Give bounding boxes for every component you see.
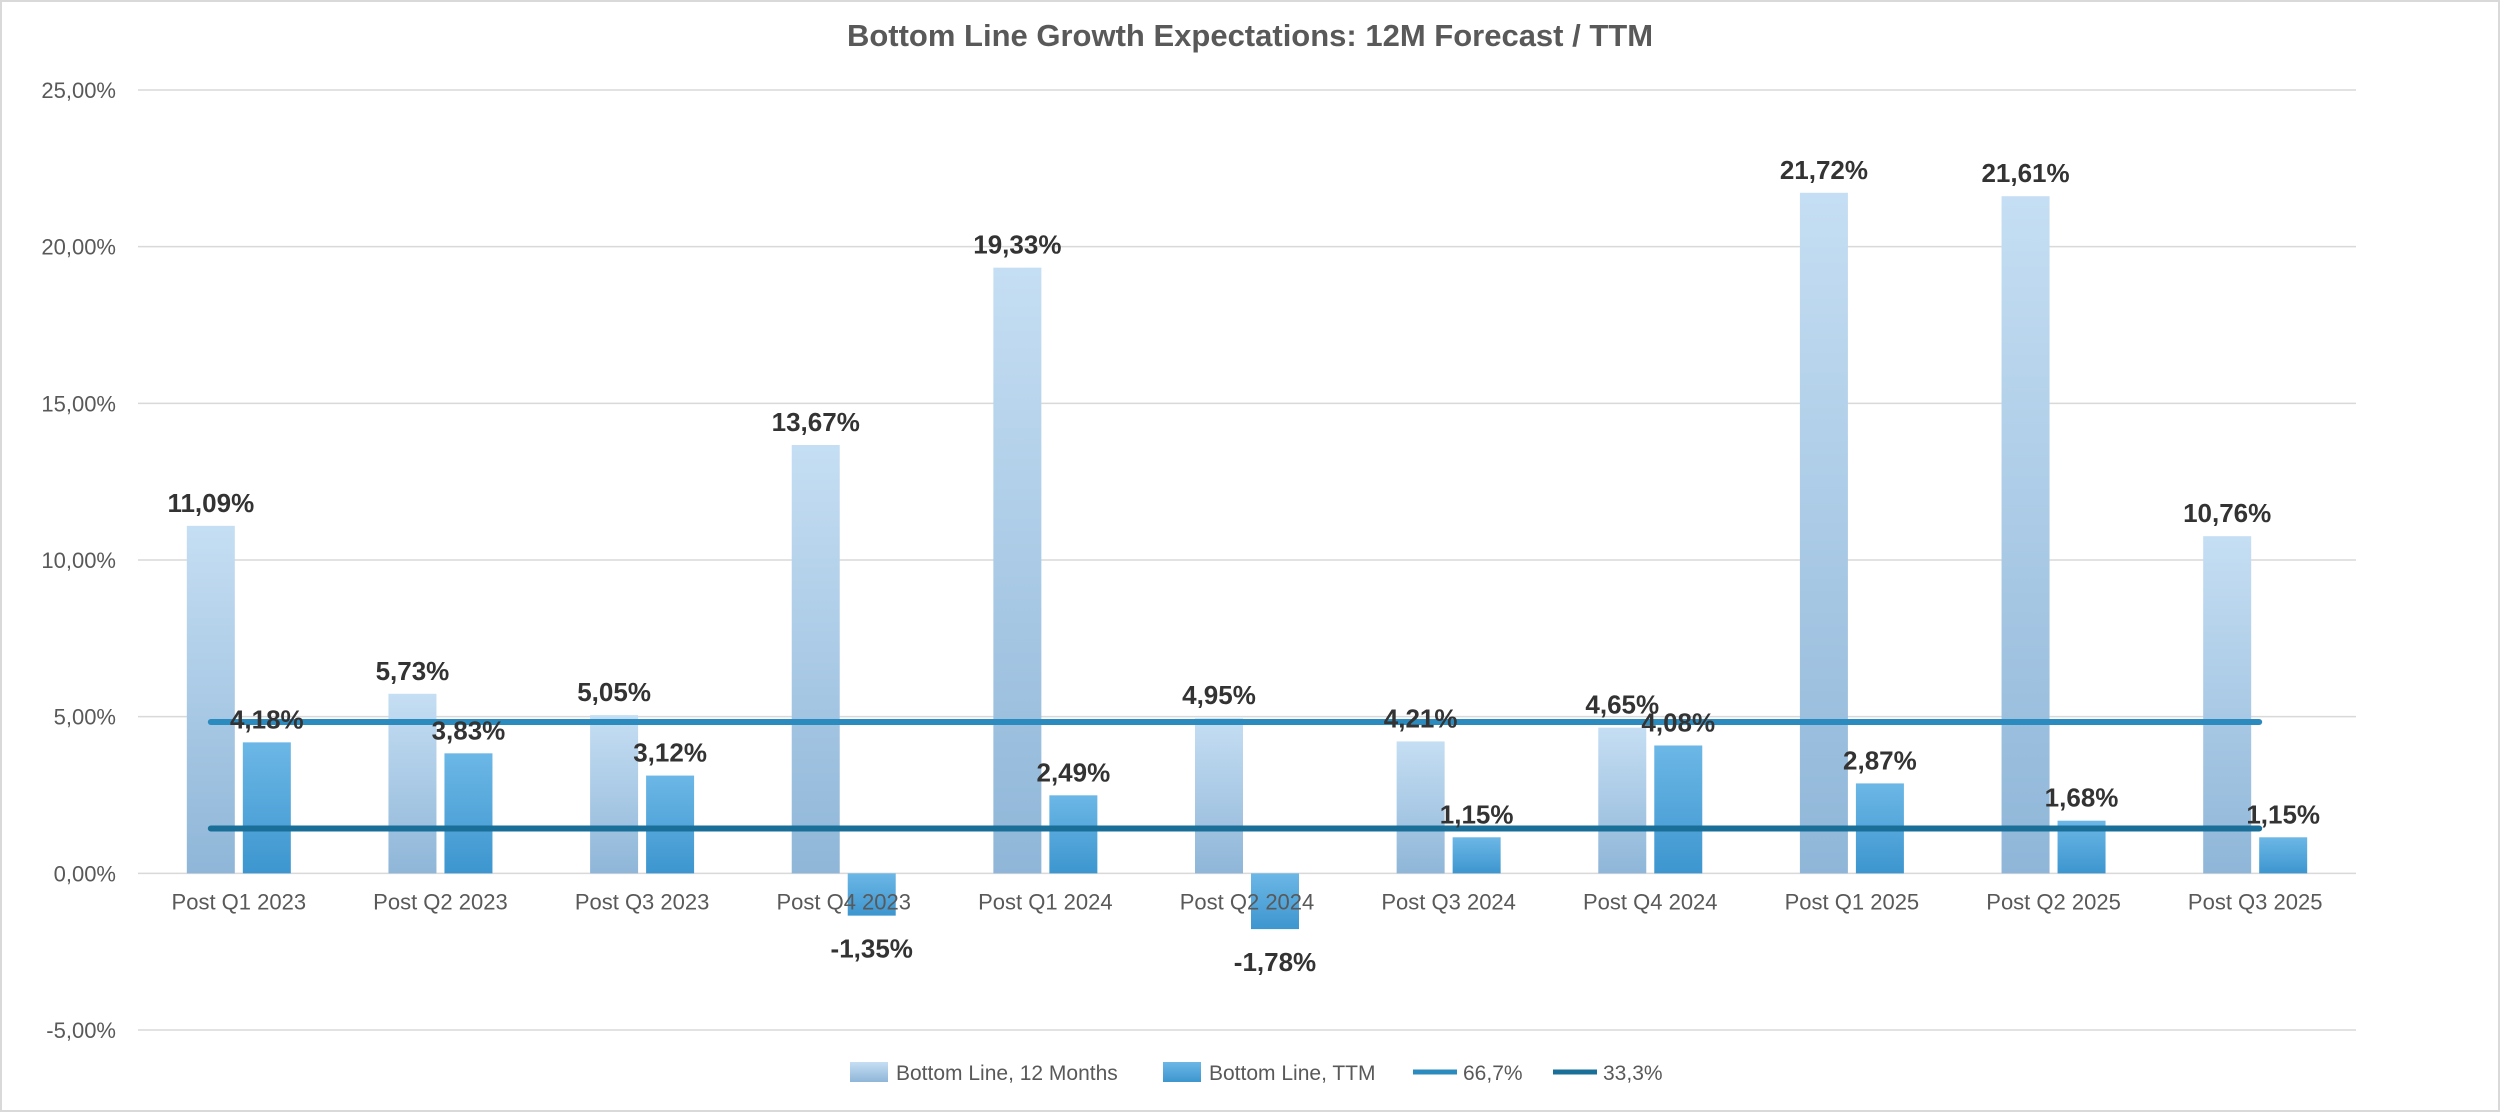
bar-12m bbox=[1396, 741, 1445, 874]
y-tick-label: 0,00% bbox=[54, 861, 116, 886]
data-label: -1,35% bbox=[831, 934, 913, 964]
data-label: 4,08% bbox=[1641, 707, 1715, 737]
bar-ttm bbox=[1452, 837, 1501, 874]
category-label: Post Q1 2023 bbox=[172, 889, 307, 914]
bar-12m bbox=[1195, 718, 1243, 874]
legend-swatch bbox=[1163, 1062, 1201, 1082]
reference-lines bbox=[207, 718, 2263, 832]
category-label: Post Q3 2025 bbox=[2188, 889, 2323, 914]
bar-ttm bbox=[2259, 837, 2308, 874]
data-label: 21,72% bbox=[1780, 155, 1868, 185]
data-label: 19,33% bbox=[973, 230, 1061, 260]
y-tick-label: -5,00% bbox=[46, 1018, 116, 1043]
bar-ttm bbox=[444, 753, 493, 874]
y-tick-label: 10,00% bbox=[41, 548, 116, 573]
data-label: 1,15% bbox=[2246, 799, 2320, 829]
data-label: 21,61% bbox=[1981, 158, 2069, 188]
data-label: 5,05% bbox=[577, 677, 651, 707]
bar-12m bbox=[186, 525, 235, 874]
bar-ttm bbox=[1251, 873, 1299, 930]
bar-ttm bbox=[847, 873, 896, 916]
gridlines: -5,00% 0,00% 5,00% 10,00% 15,00% 20,00% 25,00% bbox=[41, 78, 2356, 1043]
bar-12m bbox=[1799, 192, 1848, 874]
data-label: 4,65% bbox=[1585, 690, 1659, 720]
category-label: Post Q2 2023 bbox=[373, 889, 508, 914]
data-label: 13,67% bbox=[772, 407, 860, 437]
legend: Bottom Line, 12 Months Bottom Line, TTM 66… bbox=[850, 1062, 1663, 1085]
data-labels: 11,09% 4,18% Post Q1 2023 5,73% 3,83% Post Q2… bbox=[167, 155, 2322, 977]
chart-title: Bottom Line Growth Expectations: 12M For… bbox=[847, 18, 1653, 53]
data-label: 10,76% bbox=[2183, 498, 2271, 528]
data-label: 1,15% bbox=[1440, 799, 1514, 829]
legend-swatch bbox=[850, 1062, 888, 1082]
category-label: Post Q2 2025 bbox=[1986, 889, 2121, 914]
legend-label: Bottom Line, TTM bbox=[1209, 1062, 1376, 1085]
bar-12m bbox=[590, 715, 639, 874]
bar-12m bbox=[993, 267, 1042, 874]
category-label: Post Q2 2024 bbox=[1180, 889, 1315, 914]
bar-12m bbox=[2001, 196, 2050, 874]
legend-label: 66,7% bbox=[1463, 1062, 1523, 1085]
bar-ttm bbox=[646, 775, 695, 874]
y-tick-label: 5,00% bbox=[54, 705, 116, 730]
bar-12m bbox=[791, 445, 840, 874]
data-label: 11,09% bbox=[167, 488, 254, 518]
category-label: Post Q1 2024 bbox=[978, 889, 1113, 914]
legend-label: 33,3% bbox=[1603, 1062, 1663, 1085]
data-label: -1,78% bbox=[1234, 947, 1316, 977]
bar-ttm bbox=[1049, 795, 1098, 874]
category-label: Post Q1 2025 bbox=[1785, 889, 1920, 914]
category-label: Post Q4 2023 bbox=[776, 889, 911, 914]
bars bbox=[186, 192, 2308, 930]
y-tick-label: 25,00% bbox=[41, 78, 116, 103]
y-tick-label: 15,00% bbox=[41, 391, 116, 416]
category-label: Post Q3 2024 bbox=[1381, 889, 1516, 914]
data-label: 3,12% bbox=[633, 738, 707, 768]
category-label: Post Q4 2024 bbox=[1583, 889, 1718, 914]
data-label: 1,68% bbox=[2045, 783, 2119, 813]
y-tick-label: 20,00% bbox=[41, 235, 116, 260]
data-label: 2,49% bbox=[1036, 757, 1110, 787]
data-label: 4,21% bbox=[1384, 703, 1458, 733]
data-label: 4,18% bbox=[230, 704, 304, 734]
data-label: 3,83% bbox=[432, 715, 506, 745]
data-label: 2,87% bbox=[1843, 745, 1917, 775]
bar-ttm bbox=[1654, 745, 1703, 874]
data-label: 4,95% bbox=[1182, 680, 1256, 710]
bar-ttm bbox=[242, 742, 291, 874]
bar-12m bbox=[1598, 727, 1647, 874]
category-label: Post Q3 2023 bbox=[575, 889, 710, 914]
bar-12m bbox=[2203, 536, 2252, 874]
data-label: 5,73% bbox=[376, 656, 450, 686]
legend-label: Bottom Line, 12 Months bbox=[896, 1062, 1118, 1085]
